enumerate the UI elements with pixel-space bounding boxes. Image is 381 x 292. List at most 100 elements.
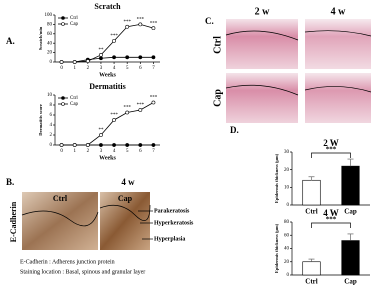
column-label: Ctrl (53, 194, 68, 203)
y-tick-label: 80 (47, 23, 53, 28)
x-tick-label: 2 (87, 66, 90, 71)
y-tick-label: 4 (50, 123, 53, 128)
y-tick-label: 20 (47, 51, 53, 56)
significance: *** (150, 21, 158, 26)
significance: *** (137, 18, 145, 23)
data-point (151, 100, 156, 105)
data-point (99, 133, 103, 137)
data-point (59, 60, 64, 64)
y-axis-label: Epidermis thickness (μm) (274, 223, 279, 273)
y-tick-label: 60 (284, 233, 290, 238)
significance: *** (110, 34, 118, 39)
y-tick-label: 0 (287, 273, 290, 278)
x-tick-label: 1 (73, 149, 76, 154)
data-point (99, 143, 103, 147)
callout: Hyperkeratosis (154, 220, 194, 226)
chart-title: Dermatitis (89, 82, 125, 91)
column-label: 4 w (331, 6, 347, 17)
tissue-line (21, 210, 99, 227)
bar (302, 179, 321, 206)
callout: Hyperplasia (154, 236, 185, 242)
x-tick-label: 0 (60, 149, 63, 154)
significance: *** (137, 103, 145, 108)
legend-marker (61, 22, 65, 26)
row-label: Ctrl (212, 36, 223, 54)
data-point (59, 143, 64, 147)
data-point (138, 22, 143, 27)
y-tick-label: 40 (47, 41, 53, 46)
column-label: Cap (118, 194, 133, 203)
data-point (151, 55, 156, 60)
y-tick-label: 8 (50, 103, 53, 108)
histology-image (305, 73, 371, 123)
x-tick-label: 3 (100, 149, 103, 154)
chart-title: Scratch (94, 2, 121, 11)
histology-image (226, 19, 298, 69)
x-tick-label: 7 (152, 149, 155, 154)
histology-image (226, 73, 298, 123)
y-tick-label: 10 (284, 185, 290, 190)
legend-marker (61, 96, 65, 100)
series-line (61, 23, 154, 63)
legend-label: Ctrl (70, 96, 78, 101)
data-point (112, 55, 116, 60)
significance-bracket (311, 222, 351, 228)
tissue-line (225, 30, 372, 96)
x-tick-label: 0 (60, 66, 63, 71)
legend-label: Cap (70, 102, 79, 107)
x-tick-label: 4 (113, 66, 116, 71)
panel-b-title: 4 w (121, 177, 135, 187)
x-tick-label: Cap (344, 278, 357, 286)
significance: *** (326, 216, 337, 224)
legend-label: Cap (70, 22, 79, 27)
data-point (72, 143, 77, 147)
panel-label: D. (230, 125, 239, 135)
y-tick-label: 30 (284, 150, 290, 155)
tissue-line (99, 204, 151, 221)
histology-image (305, 19, 371, 69)
data-point (112, 118, 116, 122)
panel-label: C. (205, 16, 214, 26)
x-tick-label: 6 (139, 149, 142, 154)
x-tick-label: Cap (344, 208, 357, 216)
data-point (99, 53, 103, 57)
y-tick-label: 0 (50, 143, 53, 148)
note: E-Cadherin : Adherens junction protein (20, 259, 115, 265)
x-axis-label: Weeks (99, 72, 116, 78)
panel-label: B. (6, 177, 14, 187)
data-point (85, 143, 90, 147)
data-point (125, 24, 130, 29)
y-axis-label: Scratch/min (38, 26, 43, 50)
y-tick-label: 6 (50, 113, 53, 118)
data-point (138, 143, 143, 147)
y-tick-label: 0 (287, 203, 290, 208)
legend-marker (61, 102, 65, 106)
y-tick-label: 80 (284, 220, 290, 225)
data-point (125, 110, 130, 115)
data-point (151, 143, 156, 147)
significance-bracket (311, 152, 351, 158)
significance: *** (123, 20, 131, 25)
significance: *** (110, 113, 118, 118)
data-point (151, 26, 156, 31)
y-tick-label: 40 (284, 247, 290, 252)
x-tick-label: Ctrl (305, 208, 317, 216)
histology-image (100, 192, 150, 250)
significance: *** (150, 96, 158, 101)
panel-label: A. (6, 36, 15, 46)
data-point (125, 55, 130, 60)
x-tick-label: 5 (126, 66, 129, 71)
series-line (61, 102, 154, 146)
y-tick-label: 10 (47, 93, 53, 98)
column-label: 2 w (255, 6, 271, 17)
y-axis-label: Epidermis thickness (μm) (274, 153, 279, 203)
x-tick-label: Ctrl (305, 278, 317, 286)
data-point (85, 59, 90, 63)
y-tick-label: 0 (50, 60, 53, 65)
y-tick-label: 60 (47, 32, 53, 37)
x-axis-label: Weeks (99, 155, 116, 161)
significance: *** (326, 146, 337, 154)
data-point (138, 55, 143, 60)
data-point (112, 143, 116, 147)
